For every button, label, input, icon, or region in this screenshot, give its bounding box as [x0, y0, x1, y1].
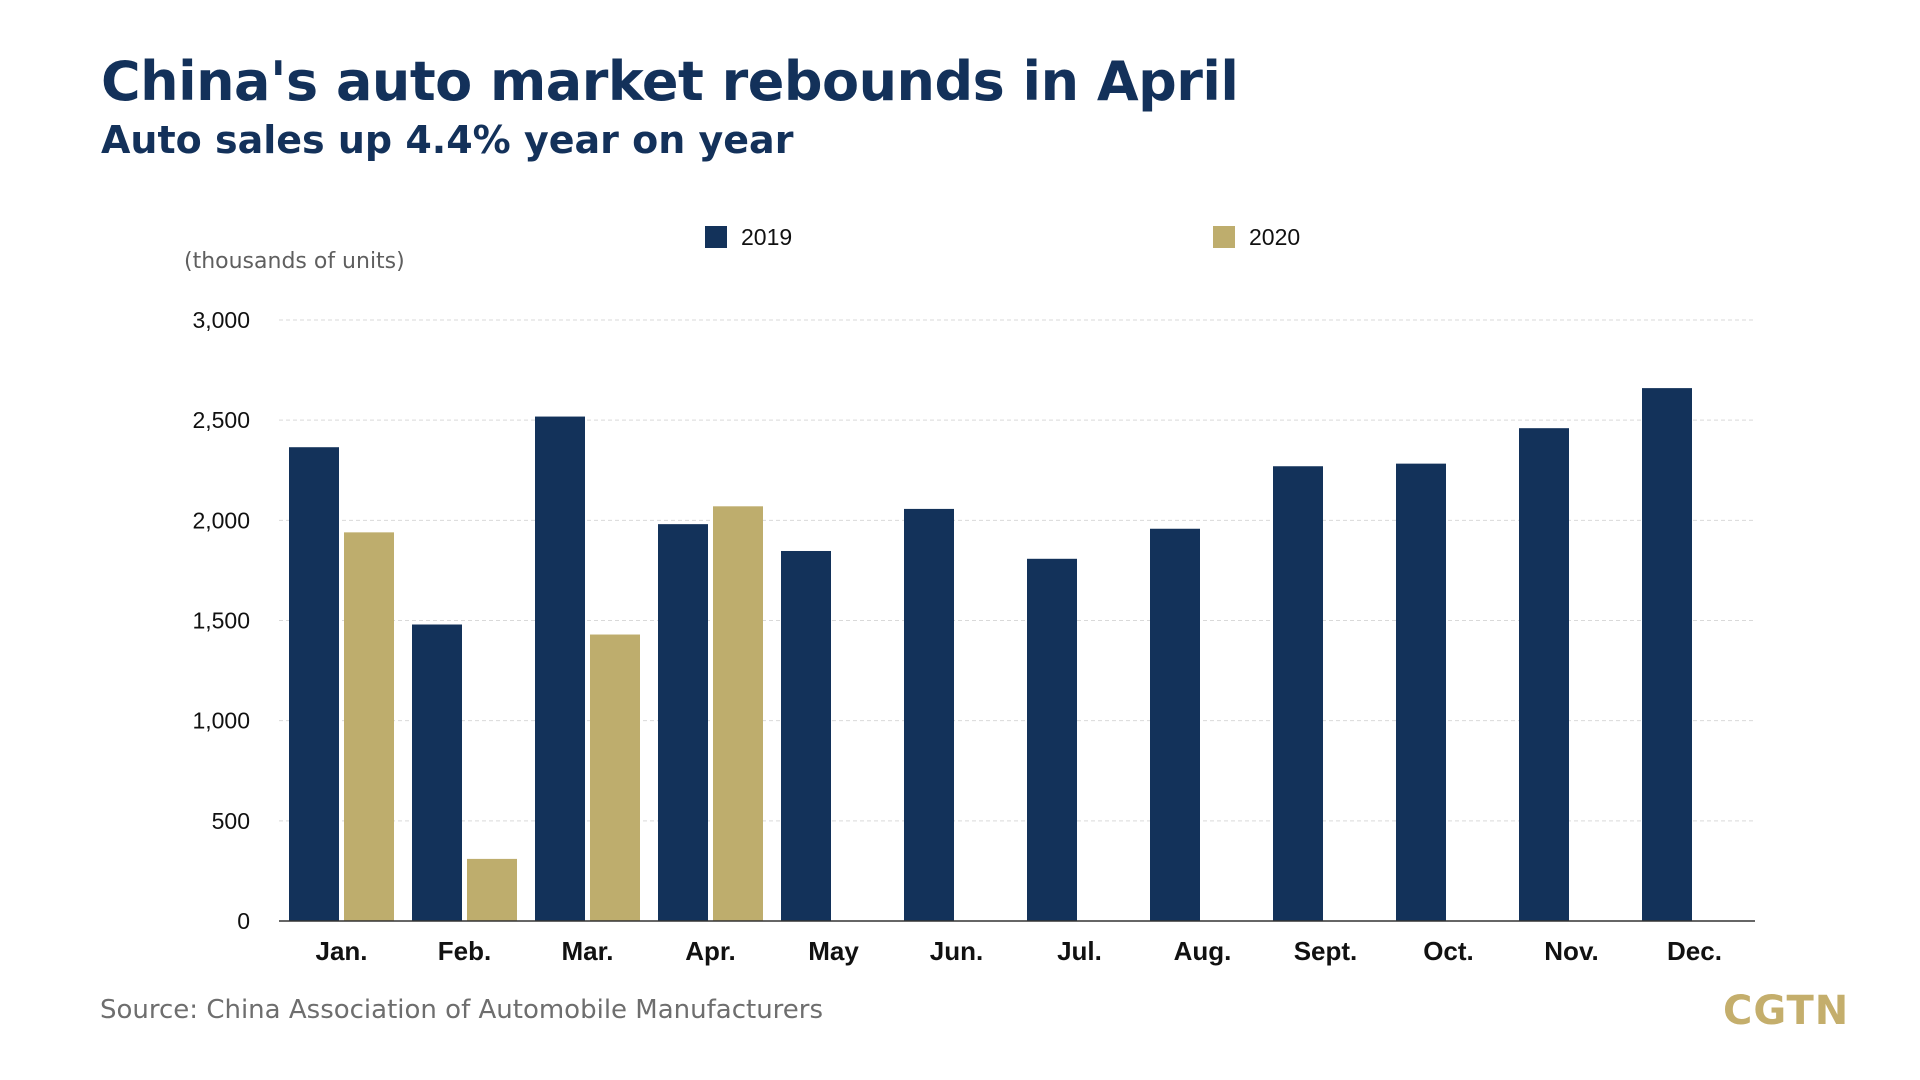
bar-2019-oct [1396, 463, 1446, 921]
bar-2019-apr [658, 524, 708, 921]
x-axis-ticks: Jan. Feb. Mar. Apr. May Jun. Jul. Aug. Sept. Oct.… [315, 936, 1721, 966]
x-tick-label: Jan. [315, 936, 367, 966]
legend-swatch-2020 [1213, 226, 1235, 248]
y-tick-label: 500 [212, 808, 250, 834]
bar-2019-may [781, 550, 831, 921]
bar-2020-apr [713, 506, 763, 921]
x-tick-label: Apr. [685, 936, 736, 966]
legend-swatch-2019 [705, 226, 727, 248]
chart-subtitle: Auto sales up 4.4% year on year [101, 118, 794, 162]
legend-item-2019: 2019 [705, 222, 792, 252]
x-tick-label: May [808, 936, 859, 966]
y-tick-label: 3,000 [192, 307, 250, 333]
x-tick-label: Mar. [561, 936, 613, 966]
legend-label-2020: 2020 [1249, 223, 1301, 250]
bar-2020-jan [344, 532, 394, 921]
bar-2019-nov [1519, 428, 1569, 921]
source-note: Source: China Association of Automobile … [100, 995, 824, 1025]
y-tick-label: 2,500 [192, 407, 250, 433]
x-tick-label: Oct. [1423, 936, 1474, 966]
x-tick-label: Aug. [1174, 936, 1232, 966]
y-tick-label: 1,000 [192, 708, 250, 734]
chart-title: China's auto market rebounds in April [101, 50, 1239, 113]
bar-2019-jun [904, 508, 954, 921]
bar-2019-aug [1150, 528, 1200, 921]
bar-2020-mar [590, 634, 640, 921]
x-tick-label: Sept. [1294, 936, 1358, 966]
cgtn-logo: CGTN [1723, 988, 1850, 1034]
bar-2019-mar [535, 416, 585, 921]
bar-2019-jul [1027, 558, 1077, 921]
y-axis-unit-label: (thousands of units) [184, 249, 405, 274]
bar-2020-feb [467, 858, 517, 921]
bar-2019-sept [1273, 466, 1323, 921]
x-tick-label: Jul. [1057, 936, 1102, 966]
legend-item-2020: 2020 [1213, 222, 1300, 252]
x-tick-label: Feb. [438, 936, 491, 966]
bar-2019-dec [1642, 388, 1692, 921]
bars [289, 388, 1692, 921]
bar-2019-jan [289, 447, 339, 921]
x-tick-label: Jun. [930, 936, 983, 966]
x-tick-label: Dec. [1667, 936, 1722, 966]
y-axis-ticks: 0 500 1,000 1,500 2,000 2,500 3,000 [192, 307, 250, 934]
legend-label-2019: 2019 [741, 223, 793, 250]
x-tick-label: Nov. [1544, 936, 1598, 966]
y-tick-label: 2,000 [192, 507, 250, 533]
gridlines [279, 319, 1755, 822]
y-tick-label: 0 [237, 908, 250, 934]
y-tick-label: 1,500 [192, 608, 250, 634]
bar-2019-feb [412, 624, 462, 921]
